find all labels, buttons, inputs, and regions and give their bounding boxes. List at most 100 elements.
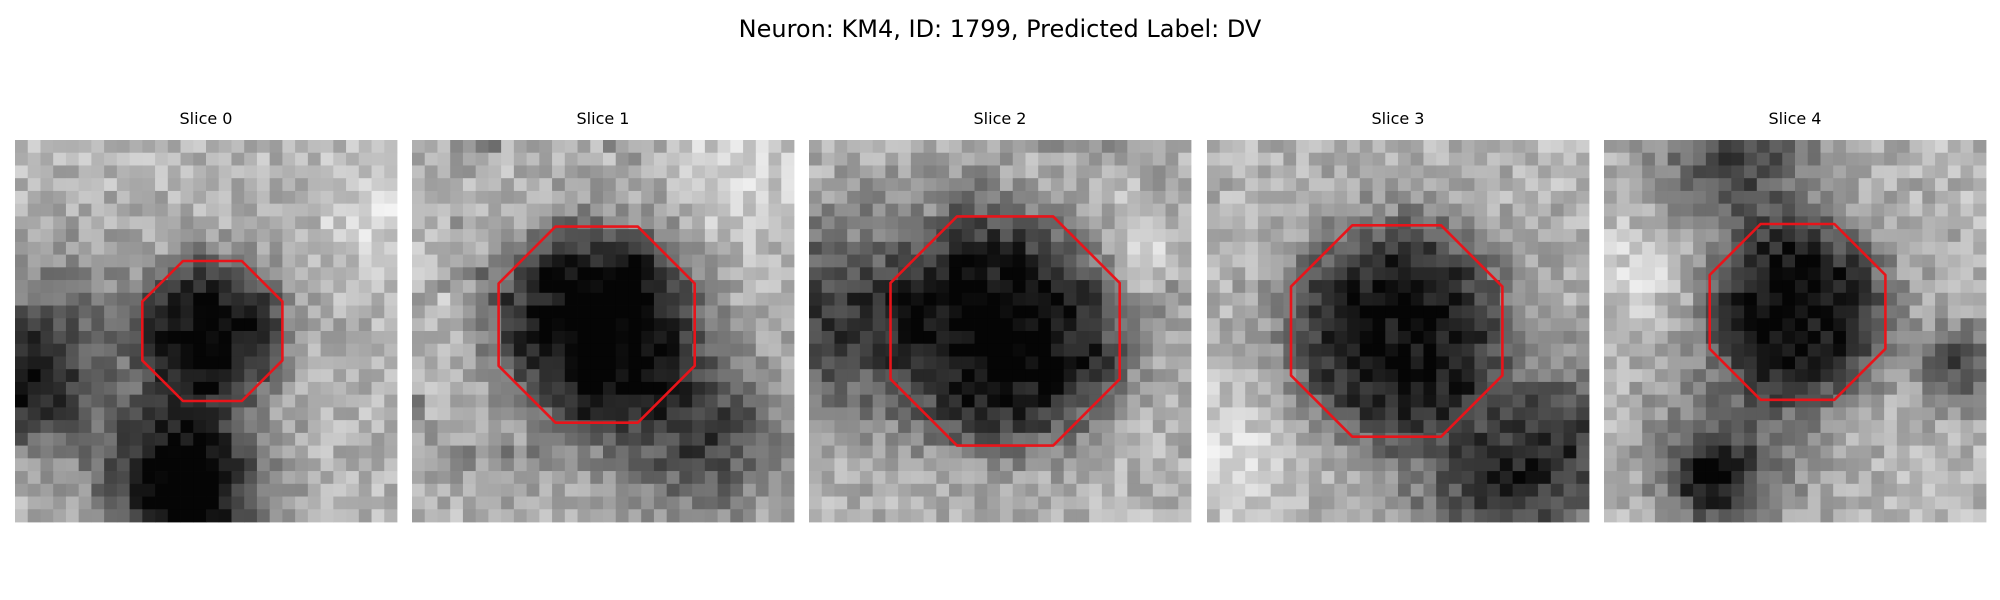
pixel: [269, 420, 283, 434]
pixel: [358, 483, 372, 497]
pixel: [91, 331, 105, 345]
pixel: [1423, 369, 1437, 383]
pixel: [1448, 369, 1463, 383]
pixel: [1423, 445, 1437, 459]
pixel: [155, 203, 169, 217]
pixel: [1219, 432, 1233, 446]
pixel: [1436, 496, 1450, 510]
pixel: [1769, 229, 1783, 243]
pixel: [1283, 471, 1297, 485]
pixel: [781, 369, 795, 383]
pixel: [1782, 369, 1796, 383]
pixel: [1232, 471, 1246, 485]
pixel: [231, 241, 245, 255]
pixel: [1101, 458, 1115, 472]
pixel: [1499, 267, 1513, 281]
pixel: [552, 292, 566, 306]
pixel: [1576, 140, 1590, 154]
pixel: [424, 254, 438, 268]
pixel: [1884, 343, 1898, 357]
pixel: [450, 190, 464, 205]
pixel: [1616, 216, 1630, 230]
pixel: [872, 496, 886, 510]
pixel: [859, 152, 874, 166]
pixel: [15, 483, 29, 497]
pixel: [1654, 178, 1669, 192]
pixel: [974, 203, 988, 217]
pixel: [244, 496, 258, 510]
pixel: [1871, 305, 1885, 319]
pixel: [142, 190, 156, 205]
pixel: [564, 509, 578, 523]
pixel: [1782, 140, 1796, 154]
pixel: [910, 343, 924, 357]
pixel: [1769, 331, 1783, 345]
pixel: [666, 305, 680, 319]
pixel: [1884, 152, 1898, 166]
pixel: [1884, 241, 1898, 255]
pixel: [885, 292, 899, 306]
pixel: [743, 140, 757, 154]
pixel: [1756, 305, 1770, 319]
pixel: [1499, 381, 1513, 396]
pixel: [987, 356, 1001, 370]
pixel: [462, 331, 477, 345]
pixel: [513, 241, 527, 255]
pixel: [1423, 381, 1437, 396]
pixel: [1038, 496, 1052, 510]
pixel: [1782, 241, 1796, 255]
pixel: [666, 152, 680, 166]
pixel: [987, 331, 1001, 345]
pixel: [256, 229, 271, 243]
pixel: [475, 496, 489, 510]
pixel: [193, 140, 207, 154]
pixel: [847, 318, 861, 332]
pixel: [1563, 216, 1577, 230]
pixel: [1871, 420, 1885, 434]
pixel: [1270, 165, 1284, 179]
pixel: [1858, 229, 1872, 243]
pixel: [320, 509, 334, 523]
pixel: [1973, 343, 1987, 357]
pixel: [1705, 471, 1719, 485]
pixel: [218, 331, 232, 345]
pixel: [1769, 140, 1783, 154]
pixel: [1667, 203, 1681, 217]
pixel: [1935, 369, 1949, 383]
pixel: [1833, 483, 1847, 497]
pixel: [1782, 343, 1796, 357]
pixel: [1512, 305, 1526, 319]
pixel: [1550, 165, 1564, 179]
pixel: [1321, 343, 1335, 357]
pixel: [1616, 292, 1630, 306]
pixel: [526, 267, 540, 281]
pixel: [1359, 178, 1373, 192]
pixel: [552, 509, 566, 523]
pixel: [1550, 509, 1564, 523]
pixel: [1896, 483, 1910, 497]
pixel: [1667, 241, 1681, 255]
pixel: [809, 190, 823, 205]
pixel: [1296, 458, 1310, 472]
pixel: [1232, 140, 1246, 154]
pixel: [564, 165, 578, 179]
pixel: [412, 190, 426, 205]
pixel: [129, 394, 143, 408]
pixel: [1718, 140, 1732, 154]
pixel: [809, 496, 823, 510]
pixel: [384, 369, 398, 383]
pixel: [27, 471, 41, 485]
pixel: [526, 254, 540, 268]
pixel: [539, 292, 553, 306]
pixel: [1321, 496, 1335, 510]
pixel: [755, 445, 769, 459]
pixel: [910, 152, 924, 166]
pixel: [949, 267, 963, 281]
pixel: [974, 280, 988, 294]
pixel: [1922, 152, 1936, 166]
pixel: [424, 381, 438, 396]
pixel: [666, 318, 680, 332]
pixel: [653, 292, 668, 306]
pixel: [282, 458, 296, 472]
pixel: [1140, 305, 1154, 319]
